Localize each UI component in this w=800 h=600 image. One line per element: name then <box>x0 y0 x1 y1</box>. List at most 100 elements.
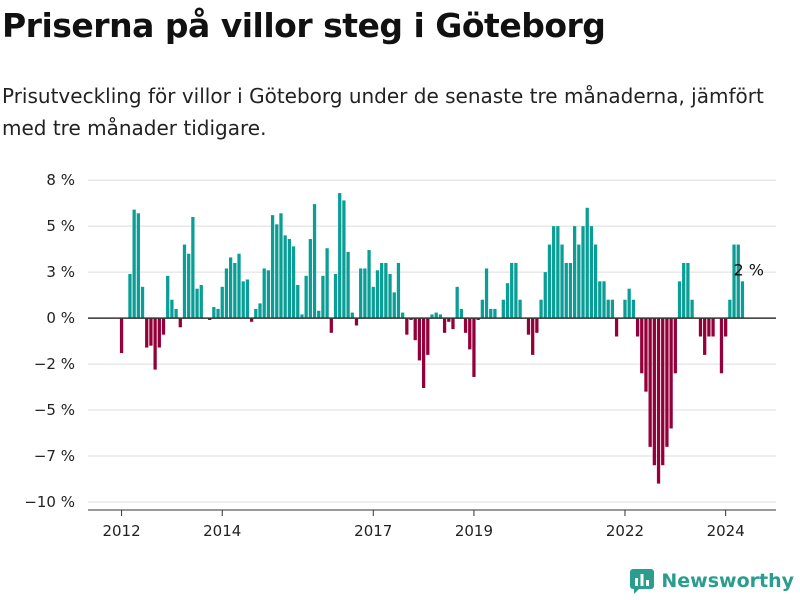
bar <box>614 318 619 337</box>
bar <box>539 299 543 319</box>
bar <box>484 268 489 319</box>
bar <box>531 318 535 355</box>
bar <box>384 262 388 319</box>
bar <box>392 292 396 319</box>
bar <box>489 308 493 319</box>
bar <box>421 318 426 388</box>
bar <box>572 226 577 319</box>
bar <box>237 253 241 319</box>
bar <box>195 288 199 319</box>
bar <box>589 226 594 319</box>
bar <box>258 303 262 319</box>
chart-subtitle: Prisutveckling för villor i Göteborg und… <box>2 84 764 140</box>
bar <box>472 318 476 377</box>
bar <box>308 239 312 319</box>
bar <box>174 308 178 319</box>
bar <box>409 318 413 320</box>
bar <box>178 318 182 328</box>
bar <box>493 308 497 319</box>
bar <box>480 299 484 319</box>
bar <box>388 273 392 319</box>
bar <box>430 314 434 319</box>
bar <box>724 318 728 337</box>
bar <box>711 318 715 337</box>
bar <box>635 318 640 337</box>
bar <box>270 215 275 319</box>
bar <box>304 275 308 319</box>
y-tick-label: 0 % <box>46 309 75 327</box>
bar <box>287 239 292 319</box>
bar <box>170 299 174 319</box>
bar <box>543 272 547 319</box>
y-tick-label: 8 % <box>46 171 75 189</box>
bar <box>224 268 229 319</box>
bar <box>199 285 203 319</box>
bar <box>208 318 212 320</box>
bar <box>703 318 707 355</box>
bar <box>547 244 552 319</box>
bar <box>648 318 652 447</box>
bar <box>128 273 132 319</box>
bar <box>367 250 371 319</box>
bar <box>145 318 149 348</box>
bar <box>447 318 451 322</box>
bar <box>396 262 401 319</box>
grid-lines <box>88 179 776 503</box>
bar <box>375 270 380 319</box>
bar <box>640 318 644 374</box>
bar <box>698 318 703 337</box>
bar <box>321 275 325 319</box>
bar <box>296 285 300 319</box>
bar <box>354 318 359 326</box>
bar <box>518 299 522 319</box>
bar <box>564 262 568 319</box>
bar <box>262 268 266 319</box>
bar <box>413 318 417 341</box>
bar <box>300 314 304 319</box>
bar <box>463 318 468 333</box>
bar <box>552 226 556 319</box>
bar <box>510 262 514 319</box>
bar <box>426 318 430 355</box>
bar <box>400 312 405 319</box>
newsworthy-logo-text: Newsworthy <box>661 570 794 592</box>
x-tick-label: 2017 <box>354 522 392 540</box>
bar <box>451 318 455 330</box>
bar <box>682 262 686 319</box>
bar <box>644 318 648 392</box>
bar <box>501 299 505 319</box>
bar <box>317 310 321 319</box>
bar <box>673 318 677 374</box>
bar <box>275 224 279 319</box>
bar <box>191 216 195 319</box>
bar <box>568 262 573 319</box>
bar <box>212 307 216 319</box>
bar <box>161 318 166 335</box>
x-tick-label: 2012 <box>102 522 140 540</box>
y-tick-label: −7 % <box>34 447 75 465</box>
x-tick-label: 2019 <box>455 522 493 540</box>
bar <box>468 318 472 350</box>
bar <box>728 299 732 319</box>
bar <box>707 318 711 337</box>
bar <box>623 299 627 319</box>
y-tick-label: −10 % <box>24 493 75 511</box>
x-tick-label: 2014 <box>203 522 241 540</box>
bar <box>157 318 161 348</box>
bar <box>249 318 254 322</box>
y-tick-label: 3 % <box>46 263 75 281</box>
bar <box>719 318 724 374</box>
bar <box>556 226 560 319</box>
bar <box>119 318 124 354</box>
bar <box>606 299 610 319</box>
bar <box>459 308 464 319</box>
bar <box>254 308 258 319</box>
newsworthy-logo-icon <box>630 569 655 594</box>
bar <box>266 270 271 319</box>
bar <box>291 246 296 319</box>
bar <box>686 262 690 319</box>
x-axis-ticks: 2012 2014 2017 2019 2022 2024 <box>102 510 745 540</box>
bars <box>119 193 745 484</box>
bar <box>535 318 539 333</box>
bar <box>610 299 615 319</box>
